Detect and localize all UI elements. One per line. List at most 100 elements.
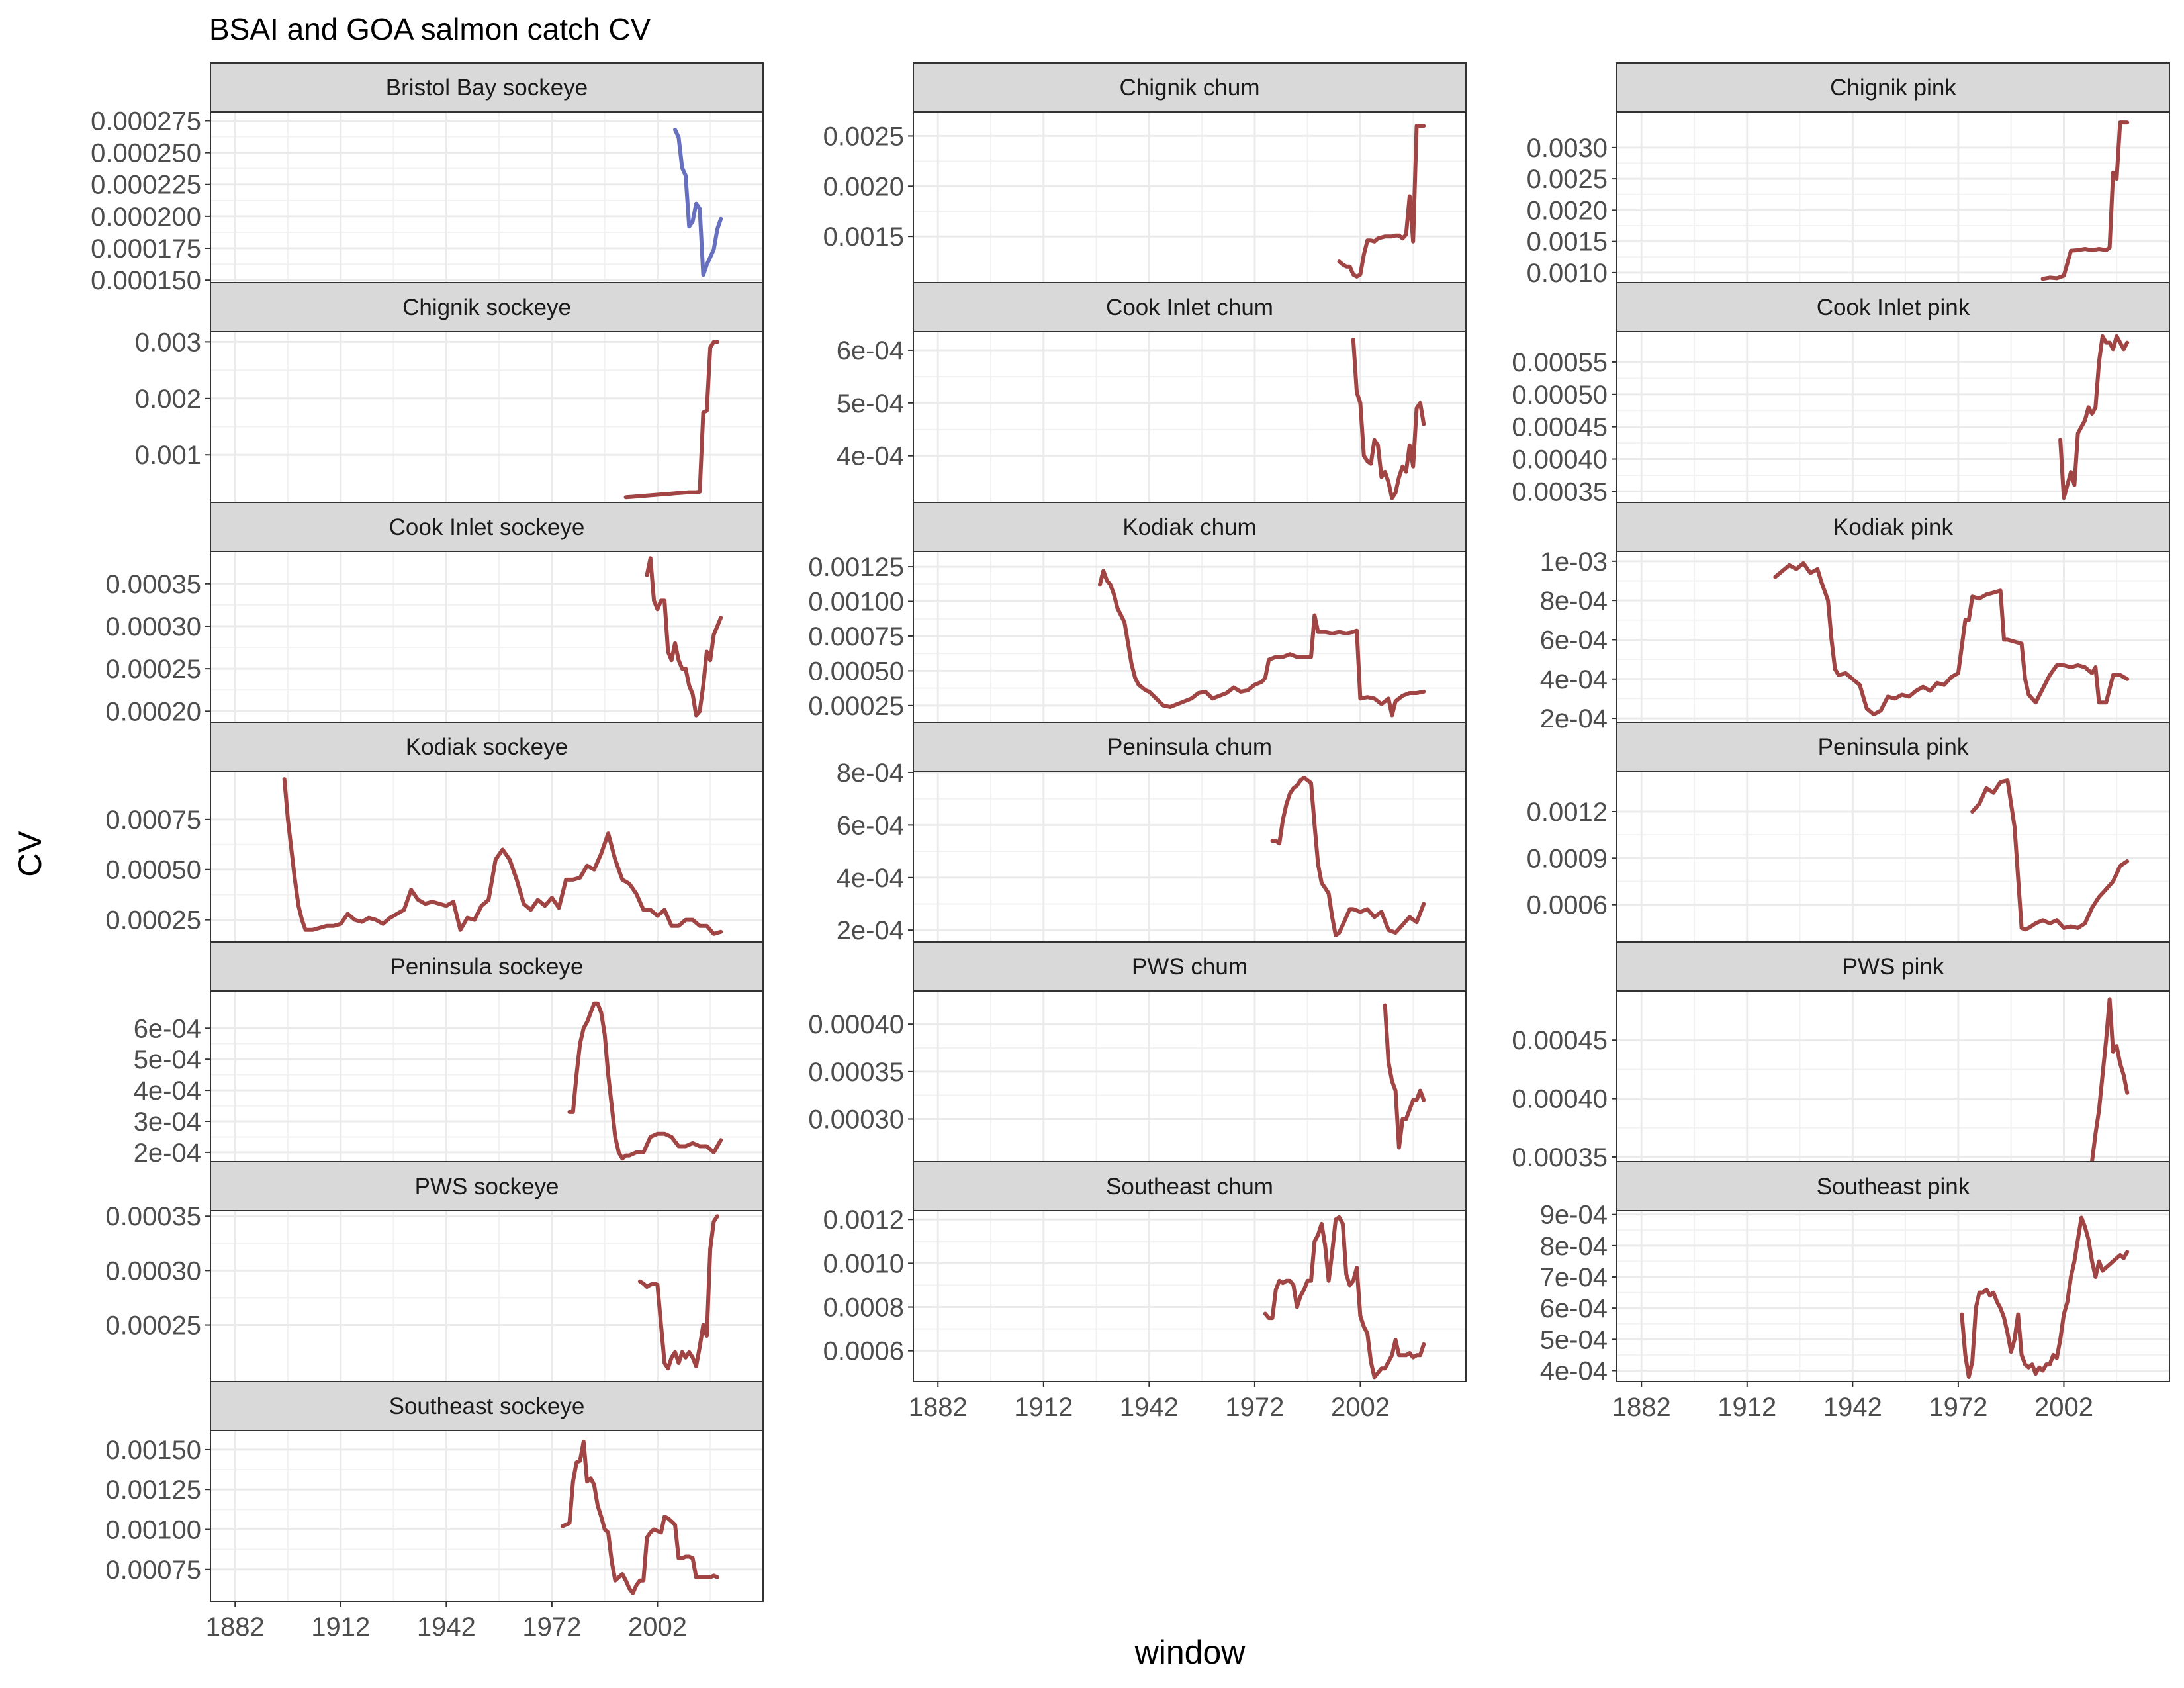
y-tick-label: 0.00025	[105, 1311, 201, 1340]
facet-strip	[1616, 62, 2170, 113]
y-tick-label: 1e-03	[1540, 547, 1608, 577]
plot-background	[210, 771, 763, 942]
plot-background	[210, 112, 763, 283]
plot-background	[1617, 991, 2169, 1162]
panel-kodiak-sockeye: 0.00025 0.00050 0.00075 Kodiak sockeye	[105, 722, 764, 943]
facet-strip-label: Chignik pink	[1830, 75, 1956, 101]
plot-background	[1617, 112, 2169, 283]
y-tick-label: 0.000150	[91, 266, 201, 295]
series-line-pws-pink	[2090, 997, 2130, 1162]
series-line-kodiak-sockeye	[282, 777, 723, 936]
x-tick-label: 1972	[1225, 1393, 1284, 1422]
facet-strip-label: Cook Inlet chum	[1106, 295, 1273, 320]
plot-background	[210, 1430, 763, 1601]
y-tick-label: 0.0020	[1527, 196, 1608, 225]
x-tick-label: 1972	[522, 1613, 581, 1642]
x-tick-label: 1942	[1120, 1393, 1179, 1422]
facet-strip	[210, 282, 764, 332]
y-tick-label: 0.00075	[105, 806, 201, 835]
y-tick-label: 0.000275	[91, 107, 201, 136]
panel-southeast-sockeye: 0.00075 0.00100 0.00125 0.00150 Southeast so…	[105, 1381, 764, 1642]
y-tick-label: 0.0015	[1527, 228, 1608, 257]
y-tick-label: 8e-04	[1540, 1232, 1608, 1261]
y-axis-title: CV	[11, 831, 48, 877]
series-line-cook-inlet-sockeye	[645, 556, 723, 718]
y-tick-label: 8e-04	[1540, 586, 1608, 616]
facet-strip-label: Peninsula pink	[1818, 734, 1969, 760]
panel-chignik-chum: 0.0015 0.0020 0.0025 Chignik chum	[823, 62, 1467, 283]
y-tick-label: 0.00050	[808, 657, 904, 686]
panel-kodiak-pink: 2e-04 4e-04 6e-04 8e-04 1e-03 Kodiak pink	[1540, 502, 2170, 733]
y-tick-label: 6e-04	[134, 1014, 201, 1043]
y-tick-label: 6e-04	[1540, 626, 1608, 655]
facet-strip-label: Chignik sockeye	[402, 295, 571, 320]
y-tick-label: 0.00150	[105, 1436, 201, 1465]
y-tick-label: 0.00055	[1512, 348, 1608, 377]
y-tick-label: 0.00040	[1512, 1085, 1608, 1114]
y-tick-label: 4e-04	[134, 1076, 201, 1105]
y-tick-label: 0.0012	[823, 1205, 904, 1235]
panel-pws-chum: 0.00030 0.00035 0.00040 PWS chum	[808, 941, 1467, 1162]
facet-strip-label: Kodiak chum	[1122, 514, 1256, 540]
y-tick-label: 0.0009	[1527, 844, 1608, 873]
y-tick-label: 0.00125	[808, 553, 904, 582]
series-line-peninsula-chum	[1270, 775, 1426, 938]
y-tick-label: 9e-04	[1540, 1201, 1608, 1230]
y-tick-label: 8e-04	[837, 759, 904, 788]
facet-strip	[1616, 941, 2170, 992]
panel-pws-pink: 0.00035 0.00040 0.00045 PWS pink	[1512, 941, 2170, 1172]
y-tick-label: 5e-04	[1540, 1325, 1608, 1354]
y-tick-label: 0.00030	[105, 612, 201, 641]
series-line-peninsula-pink	[1970, 778, 2130, 932]
y-tick-label: 0.00035	[1512, 477, 1608, 506]
plot-background	[913, 991, 1466, 1162]
y-tick-label: 0.00100	[808, 588, 904, 617]
facet-strip-label: Cook Inlet sockeye	[389, 514, 585, 540]
series-line-chignik-sockeye	[623, 340, 719, 500]
x-tick-label: 2002	[2034, 1393, 2093, 1422]
y-tick-label: 0.0006	[1527, 891, 1608, 920]
plot-background	[210, 551, 763, 722]
facet-strip	[210, 1381, 764, 1431]
facet-strip-label: Southeast pink	[1817, 1174, 1970, 1199]
facet-strip	[210, 941, 764, 992]
y-tick-label: 0.00050	[105, 856, 201, 885]
facet-strip	[913, 1161, 1467, 1211]
series-line-cook-inlet-chum	[1351, 338, 1426, 500]
y-tick-label: 0.00075	[105, 1556, 201, 1585]
facet-strip	[210, 62, 764, 113]
y-tick-label: 0.0012	[1527, 798, 1608, 827]
y-tick-label: 2e-04	[134, 1139, 201, 1168]
y-tick-label: 0.00040	[1512, 445, 1608, 475]
facet-strip-label: Southeast chum	[1106, 1174, 1273, 1199]
y-tick-label: 0.002	[135, 385, 201, 414]
facet-strip	[913, 62, 1467, 113]
y-tick-label: 0.000225	[91, 171, 201, 200]
facet-strip-label: Southeast sockeye	[389, 1393, 585, 1419]
y-tick-label: 0.003	[135, 328, 201, 357]
plot-background	[210, 991, 763, 1162]
plot-background	[1617, 771, 2169, 942]
y-tick-label: 0.00035	[105, 570, 201, 599]
y-tick-label: 0.001	[135, 441, 201, 470]
y-tick-label: 0.00040	[808, 1010, 904, 1039]
panel-cook-inlet-chum: 4e-04 5e-04 6e-04 Cook Inlet chum	[837, 282, 1467, 503]
panel-cook-inlet-sockeye: 0.00020 0.00025 0.00030 0.00035 Cook Inlet s…	[105, 502, 764, 726]
facet-panels: 0.0001500.0001750.0002000.0002250.000250…	[91, 62, 2170, 1642]
series-line-pws-sockeye	[637, 1214, 719, 1371]
facet-strip	[913, 502, 1467, 552]
facet-strip	[210, 502, 764, 552]
y-tick-label: 0.0025	[823, 122, 904, 151]
plot-background	[913, 1211, 1466, 1382]
facet-strip	[913, 722, 1467, 772]
x-tick-label: 1912	[1717, 1393, 1776, 1422]
x-tick-label: 1912	[1014, 1393, 1073, 1422]
series-line-southeast-pink	[1960, 1215, 2130, 1379]
y-tick-label: 3e-04	[134, 1107, 201, 1137]
x-tick-label: 1882	[1612, 1393, 1671, 1422]
facet-strip	[1616, 282, 2170, 332]
plot-background	[210, 1211, 763, 1382]
